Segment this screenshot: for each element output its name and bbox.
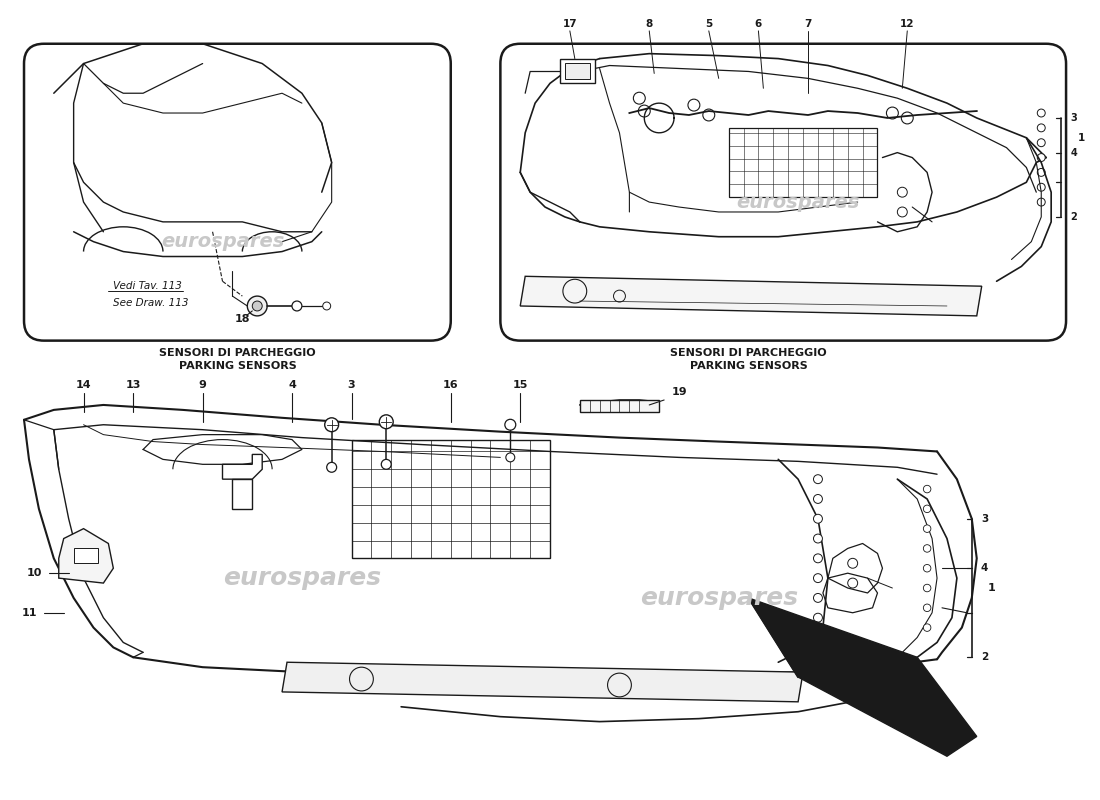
Text: 19: 19 bbox=[671, 387, 686, 397]
Circle shape bbox=[379, 415, 393, 429]
Bar bbox=[560, 58, 595, 83]
Circle shape bbox=[814, 514, 823, 523]
Bar bbox=[580, 400, 659, 412]
Bar bbox=[74, 549, 98, 563]
Polygon shape bbox=[58, 529, 113, 583]
Text: 11: 11 bbox=[21, 608, 36, 618]
Circle shape bbox=[1037, 124, 1045, 132]
Text: PARKING SENSORS: PARKING SENSORS bbox=[690, 362, 807, 371]
Circle shape bbox=[814, 534, 823, 543]
Circle shape bbox=[923, 545, 931, 552]
Text: 2: 2 bbox=[981, 652, 988, 662]
Circle shape bbox=[923, 565, 931, 572]
Text: eurospares: eurospares bbox=[161, 232, 284, 251]
Circle shape bbox=[322, 302, 331, 310]
Bar bbox=[728, 128, 878, 197]
Circle shape bbox=[703, 109, 715, 121]
Circle shape bbox=[814, 494, 823, 503]
Circle shape bbox=[634, 92, 646, 104]
Text: 14: 14 bbox=[76, 380, 91, 390]
Circle shape bbox=[814, 474, 823, 484]
Circle shape bbox=[505, 419, 516, 430]
Text: 6: 6 bbox=[755, 19, 762, 29]
Text: 4: 4 bbox=[288, 380, 296, 390]
Circle shape bbox=[292, 301, 301, 311]
Circle shape bbox=[923, 624, 931, 631]
Circle shape bbox=[327, 462, 337, 472]
Circle shape bbox=[814, 594, 823, 602]
Circle shape bbox=[1037, 138, 1045, 146]
Circle shape bbox=[848, 578, 858, 588]
Circle shape bbox=[252, 301, 262, 311]
Text: 3: 3 bbox=[1070, 113, 1077, 123]
Text: 7: 7 bbox=[804, 19, 812, 29]
Text: 12: 12 bbox=[900, 19, 914, 29]
Circle shape bbox=[814, 574, 823, 582]
Circle shape bbox=[1037, 109, 1045, 117]
Circle shape bbox=[1037, 169, 1045, 176]
Text: eurospares: eurospares bbox=[736, 193, 860, 211]
Text: PARKING SENSORS: PARKING SENSORS bbox=[178, 362, 296, 371]
Circle shape bbox=[506, 453, 515, 462]
Text: 18: 18 bbox=[234, 314, 250, 324]
Text: 2: 2 bbox=[1070, 212, 1077, 222]
Circle shape bbox=[923, 604, 931, 611]
Text: See Draw. 113: See Draw. 113 bbox=[113, 298, 189, 308]
Circle shape bbox=[814, 614, 823, 622]
Circle shape bbox=[898, 207, 907, 217]
Circle shape bbox=[1037, 183, 1045, 191]
Circle shape bbox=[848, 558, 858, 568]
Text: 10: 10 bbox=[26, 568, 42, 578]
Circle shape bbox=[923, 505, 931, 513]
Text: 17: 17 bbox=[562, 19, 578, 29]
Text: eurospares: eurospares bbox=[639, 586, 797, 610]
Circle shape bbox=[688, 99, 700, 111]
Polygon shape bbox=[232, 479, 252, 509]
Circle shape bbox=[1037, 154, 1045, 162]
Text: 4: 4 bbox=[981, 563, 989, 574]
Text: SENSORI DI PARCHEGGIO: SENSORI DI PARCHEGGIO bbox=[160, 347, 316, 358]
Circle shape bbox=[901, 112, 913, 124]
Circle shape bbox=[1037, 198, 1045, 206]
Circle shape bbox=[814, 554, 823, 562]
Circle shape bbox=[923, 486, 931, 493]
Circle shape bbox=[887, 107, 899, 119]
Text: 1: 1 bbox=[988, 583, 996, 593]
Text: 1: 1 bbox=[1077, 133, 1085, 142]
Text: 3: 3 bbox=[981, 514, 988, 524]
Polygon shape bbox=[222, 454, 262, 479]
Text: eurospares: eurospares bbox=[223, 566, 381, 590]
Bar bbox=[352, 439, 550, 558]
Circle shape bbox=[324, 418, 339, 432]
Text: 9: 9 bbox=[199, 380, 207, 390]
FancyBboxPatch shape bbox=[24, 44, 451, 341]
Circle shape bbox=[923, 584, 931, 592]
Circle shape bbox=[248, 296, 267, 316]
Text: 8: 8 bbox=[646, 19, 653, 29]
Text: 4: 4 bbox=[1070, 148, 1077, 158]
Text: Vedi Tav. 113: Vedi Tav. 113 bbox=[113, 281, 183, 291]
Text: SENSORI DI PARCHEGGIO: SENSORI DI PARCHEGGIO bbox=[670, 347, 827, 358]
Text: 3: 3 bbox=[348, 380, 355, 390]
Polygon shape bbox=[748, 598, 977, 756]
FancyBboxPatch shape bbox=[500, 44, 1066, 341]
Text: 15: 15 bbox=[513, 380, 528, 390]
Text: 13: 13 bbox=[125, 380, 141, 390]
Polygon shape bbox=[520, 276, 981, 316]
Circle shape bbox=[898, 187, 907, 197]
Circle shape bbox=[923, 525, 931, 533]
Circle shape bbox=[638, 105, 650, 117]
Text: 5: 5 bbox=[705, 19, 713, 29]
Bar bbox=[565, 62, 590, 79]
Circle shape bbox=[382, 459, 392, 470]
Circle shape bbox=[814, 633, 823, 642]
Text: 16: 16 bbox=[443, 380, 459, 390]
Polygon shape bbox=[282, 662, 803, 702]
